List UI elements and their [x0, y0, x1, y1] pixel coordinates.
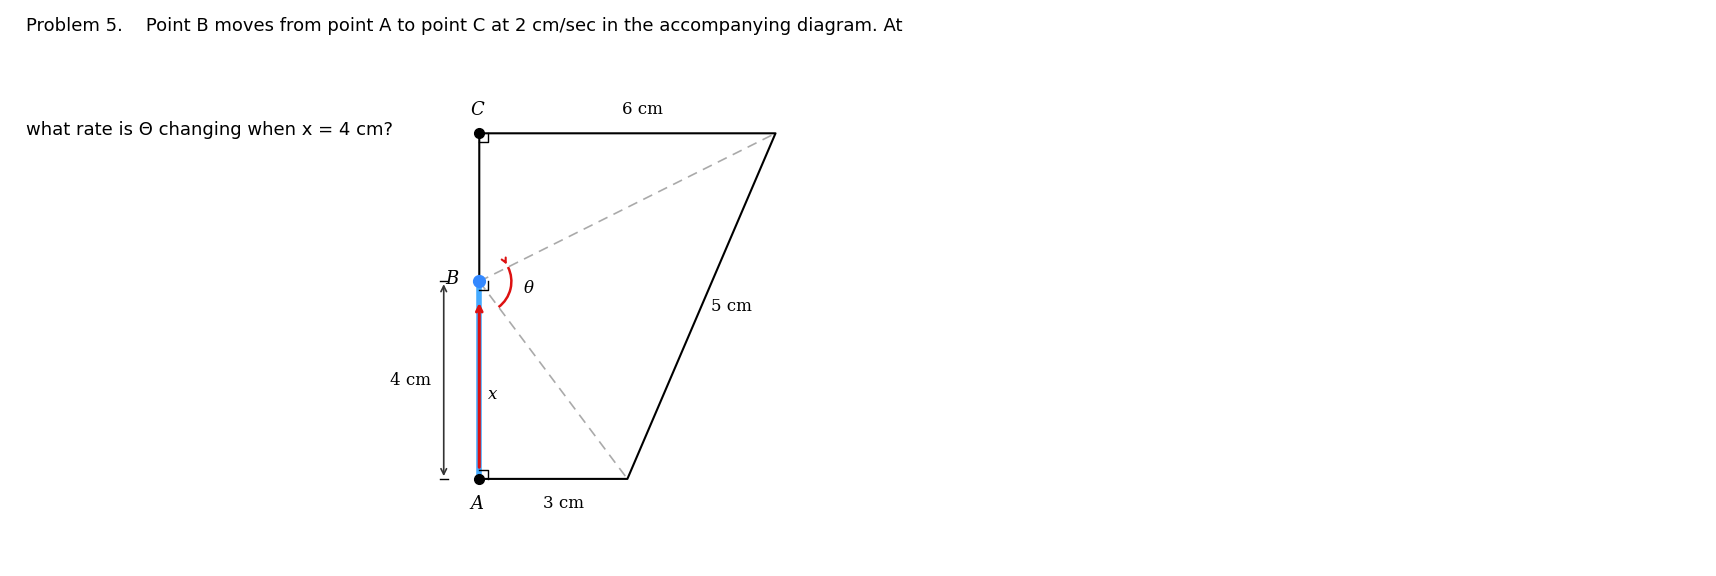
Text: what rate is Θ changing when x = 4 cm?: what rate is Θ changing when x = 4 cm? [26, 121, 393, 139]
Text: 3 cm: 3 cm [542, 495, 583, 511]
Text: C: C [470, 101, 484, 119]
Text: θ: θ [523, 281, 534, 297]
Text: 6 cm: 6 cm [621, 101, 662, 119]
Text: A: A [470, 495, 484, 513]
Text: x: x [487, 386, 498, 403]
Text: Problem 5.    Point B moves from point A to point C at 2 cm/sec in the accompany: Problem 5. Point B moves from point A to… [26, 17, 903, 35]
Text: 5 cm: 5 cm [712, 298, 752, 314]
Text: 4 cm: 4 cm [390, 372, 431, 389]
Text: B: B [444, 270, 458, 288]
